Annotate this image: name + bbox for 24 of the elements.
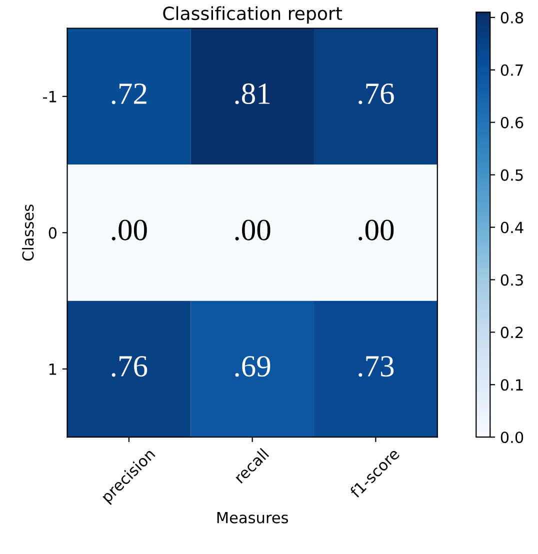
y-axis-title: Classes	[22, 204, 34, 261]
color-bar-label: 0.0	[500, 432, 524, 444]
color-bar-label: 0.1	[500, 379, 523, 391]
data-label: .69	[235, 356, 270, 377]
chart-title: Classification report	[163, 6, 342, 24]
color-bar-label: 0.6	[500, 116, 524, 128]
data-label: .00	[112, 220, 147, 240]
y-tick-label: -1	[43, 91, 56, 102]
y-tick-label: 0	[48, 227, 57, 239]
color-bar-label: 0.3	[500, 274, 523, 286]
data-label: .72	[112, 84, 146, 104]
x-axis-title: Measures	[217, 512, 288, 524]
color-bar-label: 0.4	[500, 222, 524, 234]
data-label: .00	[358, 220, 394, 240]
color-bar-label: 0.5	[500, 169, 523, 181]
color-bar-label: 0.8	[500, 12, 524, 24]
y-tick-label: 1	[49, 364, 56, 375]
data-label: .00	[235, 220, 270, 240]
data-label: .73	[358, 356, 394, 377]
data-label: .81	[235, 83, 270, 104]
color-bar-label: 0.7	[500, 64, 523, 76]
data-label: .76	[358, 84, 394, 104]
color-bar-label: 0.2	[500, 326, 523, 338]
data-label: .76	[112, 356, 148, 377]
